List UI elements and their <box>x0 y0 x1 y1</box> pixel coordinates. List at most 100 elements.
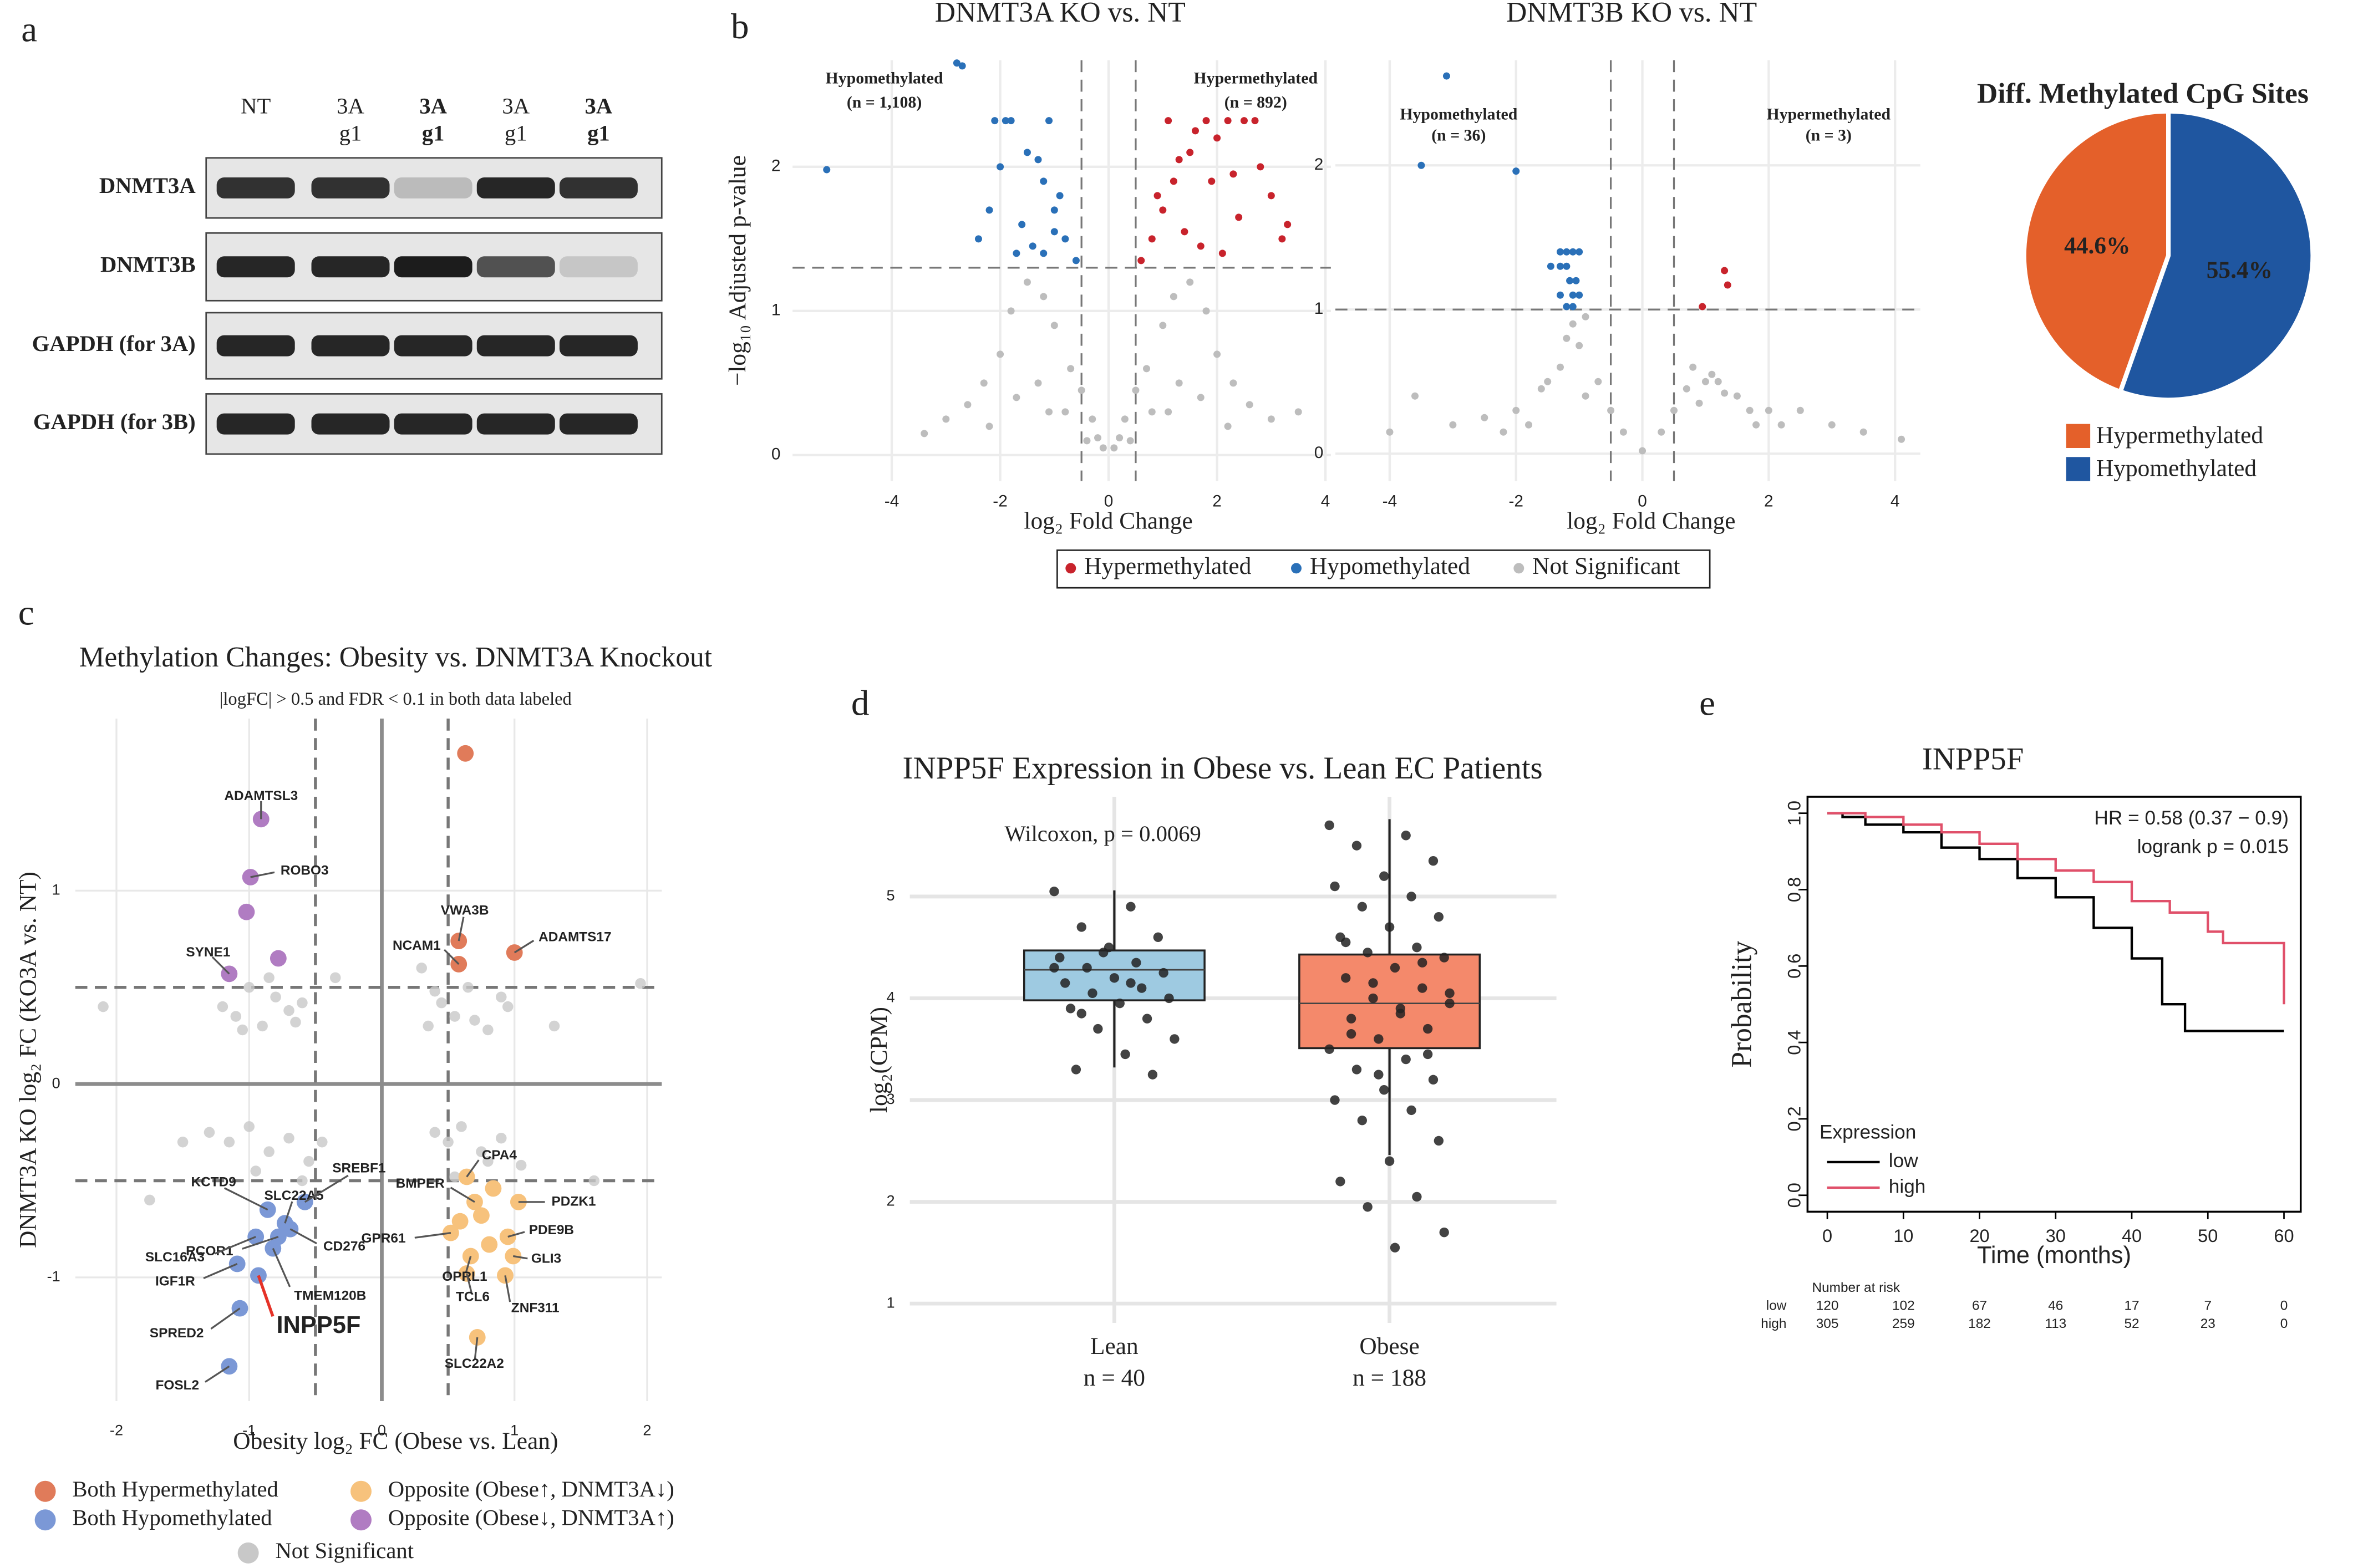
data-point <box>476 1146 487 1157</box>
data-point <box>1422 1049 1433 1060</box>
y-tick-label: 0.2 <box>1784 1106 1804 1131</box>
data-point <box>1045 408 1053 416</box>
point-label: NCAM1 <box>393 938 441 953</box>
data-point <box>1708 370 1716 378</box>
label-leader <box>465 1256 472 1274</box>
band <box>559 413 638 435</box>
data-point <box>237 1024 248 1036</box>
y-tick-label: 2 <box>1314 155 1324 174</box>
lane-label: 3A <box>337 94 364 119</box>
legend-swatch <box>350 1509 372 1531</box>
panel-label: b <box>731 7 749 47</box>
data-point <box>1379 1085 1389 1095</box>
data-point <box>1224 422 1232 430</box>
data-point <box>1411 392 1419 400</box>
band <box>394 413 472 435</box>
data-point <box>1013 394 1020 401</box>
data-point <box>1072 257 1080 264</box>
point-label: IGF1R <box>155 1274 195 1289</box>
legend-swatch <box>237 1542 259 1564</box>
data-point <box>1566 277 1574 284</box>
panel-label: e <box>1699 683 1715 723</box>
data-point <box>290 1016 301 1028</box>
data-point <box>1159 322 1167 329</box>
legend-frame <box>1056 549 1711 589</box>
legend-label: Hypomethylated <box>2096 455 2257 482</box>
risk-count: 120 <box>1816 1299 1839 1314</box>
data-point <box>1746 406 1754 414</box>
label-leader <box>514 939 535 954</box>
label-leader <box>289 1228 317 1245</box>
data-point <box>283 1133 294 1144</box>
y-tick-label: 2 <box>886 1192 895 1209</box>
y-tick-label: 0.6 <box>1784 954 1804 979</box>
data-point <box>1796 406 1804 414</box>
data-point <box>481 1236 498 1253</box>
data-point <box>250 1165 261 1177</box>
data-point <box>1023 149 1031 156</box>
plot-frame <box>1806 796 2302 1213</box>
x-tick-label: 0 <box>1638 492 1647 510</box>
legend-swatch <box>350 1480 372 1502</box>
data-point <box>1406 1105 1416 1116</box>
survival-curve <box>1827 812 2285 1005</box>
label-leader <box>205 1365 230 1383</box>
data-point <box>1386 428 1394 436</box>
plot-area <box>792 60 1331 481</box>
point-label: SYNE1 <box>186 945 230 960</box>
data-point <box>1278 235 1286 243</box>
data-point <box>1434 912 1444 922</box>
data-point <box>1594 378 1602 385</box>
data-point <box>1029 242 1036 250</box>
data-point <box>457 745 474 762</box>
data-point <box>1417 958 1427 968</box>
data-point <box>1428 1075 1439 1085</box>
point-label: TMEM120B <box>294 1289 366 1304</box>
data-point <box>1060 978 1070 988</box>
legend-label: Not Significant <box>1532 553 1680 579</box>
data-point <box>1153 192 1161 200</box>
y-tick-label: 1 <box>52 881 60 898</box>
data-point <box>482 1155 494 1167</box>
data-point <box>1094 434 1102 442</box>
data-point <box>1034 156 1042 164</box>
point-label: SLC22A2 <box>445 1356 504 1371</box>
risk-count: 17 <box>2124 1299 2139 1314</box>
y-tick-label: 5 <box>886 887 895 904</box>
data-point <box>505 1248 522 1265</box>
data-point <box>1007 307 1015 315</box>
data-point <box>217 1001 228 1012</box>
x-tick-label: -4 <box>885 492 900 510</box>
data-point <box>588 1175 600 1187</box>
y-axis-label: DNMT3A KO log₂ FC (KO3A vs. NT) <box>14 872 41 1248</box>
data-point <box>1007 117 1015 125</box>
data-point <box>1569 248 1577 256</box>
data-point <box>1213 350 1221 358</box>
band <box>216 335 295 357</box>
legend-swatch <box>34 1480 56 1502</box>
x-tick-label: 20 <box>1969 1226 1989 1246</box>
y-tick-label: 0.0 <box>1784 1183 1804 1208</box>
data-point <box>1034 379 1042 387</box>
data-point <box>1093 1024 1103 1034</box>
y-tick-label: 1.0 <box>1784 801 1804 826</box>
data-point <box>1170 293 1177 301</box>
data-point <box>1346 1029 1356 1039</box>
band <box>216 256 295 278</box>
x-tick-label: -2 <box>1508 492 1523 510</box>
data-point <box>1071 1065 1081 1075</box>
data-point <box>1202 117 1210 125</box>
data-point <box>1257 163 1264 171</box>
data-point <box>443 1136 454 1148</box>
data-point <box>1417 983 1427 993</box>
blot-row-label: GAPDH (for 3B) <box>33 409 196 434</box>
data-point <box>1363 948 1373 958</box>
data-point <box>1126 437 1134 445</box>
data-point <box>1018 221 1026 228</box>
data-point <box>297 997 308 1009</box>
data-point <box>1115 998 1125 1009</box>
data-point <box>496 991 507 1002</box>
data-point <box>1569 320 1577 328</box>
annotation: (n = 892) <box>1224 93 1287 111</box>
